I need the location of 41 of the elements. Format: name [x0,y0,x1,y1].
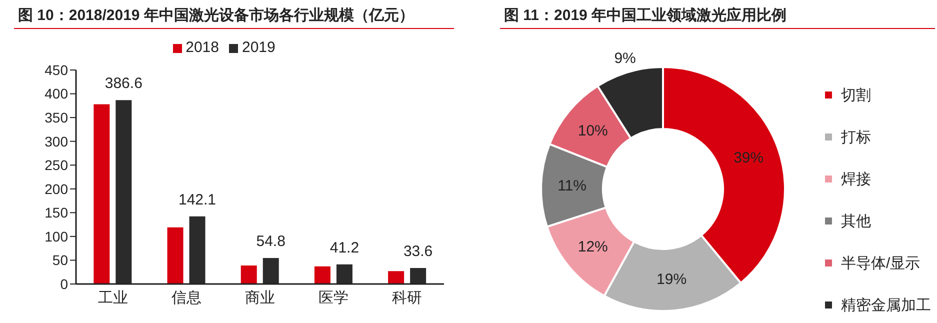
y-tick-label: 350 [44,110,68,126]
bar [167,227,184,284]
x-tick-label: 科研 [392,290,422,307]
legend-label: 焊接 [840,170,872,190]
bar [240,265,257,284]
legend-label: 2018 [186,39,219,56]
x-tick-label: 工业 [98,290,128,307]
y-tick-label: 300 [44,133,68,150]
data-label: 33.6 [403,243,433,260]
x-tick-label: 商业 [245,290,275,307]
data-label: 41.2 [330,239,360,256]
legend-label: 其他 [840,212,872,232]
y-tick-label: 450 [44,62,68,78]
legend-label: 切割 [840,86,872,106]
x-tick-label: 信息 [171,290,202,307]
data-label: 54.8 [256,232,286,250]
data-label: 39% [734,150,764,167]
legend-label: 半导体/显示 [840,254,922,274]
bar [314,266,330,284]
data-label: 19% [656,271,687,288]
data-label: 386.6 [104,75,142,92]
bar [94,104,110,284]
y-tick-label: 400 [44,86,68,102]
legend-label: 精密金属加工 [840,296,931,316]
data-label: 10% [578,122,608,140]
data-label: 142.1 [178,191,216,208]
y-tick-label: 200 [44,180,68,197]
x-tick-label: 医学 [318,290,349,307]
data-label: 11% [558,178,587,195]
data-label: 9% [614,50,636,67]
bar [388,271,404,284]
y-tick-label: 0 [60,276,68,292]
chart-title: 图 11：2019 年中国工业领域激光应用比例 [500,6,935,29]
y-tick-label: 250 [44,157,68,174]
y-tick-label: 100 [44,228,68,244]
y-tick-label: 150 [44,204,68,221]
legend-label: 打标 [840,128,872,148]
legend-label: 2019 [242,39,276,56]
y-tick-label: 50 [52,252,68,268]
data-label: 12% [578,238,608,256]
chart-title: 图 10：2018/2019 年中国激光设备市场各行业规模（亿元） [14,6,454,29]
